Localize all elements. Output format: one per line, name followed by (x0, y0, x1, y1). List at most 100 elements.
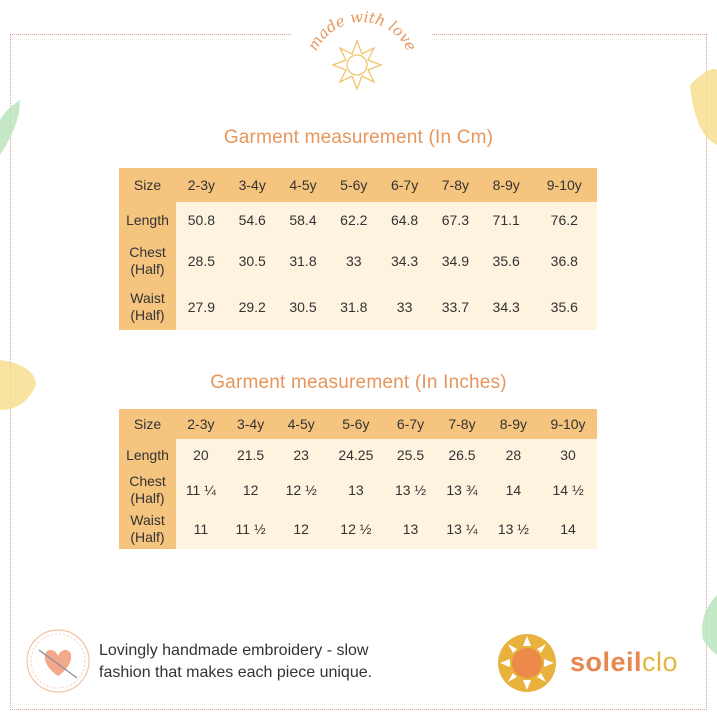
border-gap (292, 28, 432, 40)
table-cell: 13 ½ (487, 509, 540, 549)
table-cell: 54.6 (226, 202, 278, 238)
table-cell: 27.9 (176, 284, 227, 330)
table-row: Chest (Half) 28.5 30.5 31.8 33 34.3 34.9 … (119, 238, 597, 284)
table-cell: 31.8 (277, 238, 329, 284)
row-label-text: Waist (130, 512, 165, 528)
green-leaf-icon (0, 100, 20, 155)
table-cell: 12 ½ (275, 471, 327, 509)
header-cell: 2-3y (187, 416, 215, 432)
table-row: Length 50.8 54.6 58.4 62.2 64.8 67.3 71.… (119, 202, 597, 238)
table-cell: 13 (326, 471, 385, 509)
header-cell: 5-6y (342, 416, 370, 432)
cm-table-title: Garment measurement (In Cm) (223, 127, 494, 148)
tagline-line-2: fashion that makes each piece unique. (99, 664, 373, 681)
table-cell: 14 (487, 471, 540, 509)
table-cell: 26.5 (436, 439, 488, 471)
table-cell: 35.6 (480, 238, 532, 284)
table-cell: 14 ½ (539, 471, 597, 509)
table-header-row: Size 2-3y 3-4y 4-5y 5-6y 6-7y 7-8y 8-9y … (119, 409, 597, 439)
header-cell: 8-9y (492, 177, 520, 193)
table-cell: 13 ½ (384, 471, 437, 509)
header-cell: 2-3y (187, 177, 216, 193)
header-cell: 6-7y (396, 416, 425, 432)
embroidery-heart-icon (26, 629, 90, 693)
table-cell: 13 (384, 509, 437, 549)
table-cell: 11 ½ (225, 509, 276, 549)
badge-text: made with love (304, 8, 421, 54)
row-label-text: Chest (129, 473, 166, 489)
table-cell: 13 ¼ (436, 509, 488, 549)
table-cell: 58.4 (277, 202, 329, 238)
table-cell: 13 ¾ (436, 471, 488, 509)
header-cell: 4-5y (289, 177, 317, 193)
table-cell: 35.6 (531, 284, 597, 330)
tagline-line-1: Lovingly handmade embroidery - slow (99, 642, 369, 659)
table-header-row: Size 2-3y 3-4y 4-5y 5-6y 6-7y 7-8y 8-9y … (119, 168, 597, 202)
header-cell: 7-8y (441, 177, 469, 193)
table-row: Chest (Half) 11 ¼ 12 12 ½ 13 13 ½ 13 ¾ 14… (119, 471, 597, 509)
header-cell: 9-10y (546, 177, 582, 193)
header-cell: Size (133, 177, 162, 193)
table-cell: 12 (275, 509, 327, 549)
table-cell: 11 (176, 509, 226, 549)
row-label: Length (119, 439, 176, 471)
table-cell: 33 (379, 284, 430, 330)
row-label: Chest (Half) (119, 471, 176, 509)
row-label: Waist (Half) (119, 284, 176, 330)
table-cell: 33.7 (429, 284, 481, 330)
footer-tagline: Lovingly handmade embroidery - slow fash… (99, 640, 372, 684)
soleilclo-sun-logo-icon (498, 634, 556, 692)
inches-measurement-table: Size 2-3y 3-4y 4-5y 5-6y 6-7y 7-8y 8-9y … (119, 409, 597, 549)
table-cell: 23 (275, 439, 327, 471)
header-cell: 9-10y (550, 416, 586, 432)
row-label-text: Chest (129, 244, 166, 260)
table-cell: 71.1 (480, 202, 532, 238)
table-cell: 31.8 (328, 284, 380, 330)
header-cell: 7-8y (448, 416, 476, 432)
table-cell: 36.8 (531, 238, 597, 284)
table-cell: 67.3 (429, 202, 481, 238)
table-cell: 33 (328, 238, 380, 284)
table-cell: 30.5 (277, 284, 329, 330)
table-cell: 34.9 (429, 238, 481, 284)
cm-measurement-table: Size 2-3y 3-4y 4-5y 5-6y 6-7y 7-8y 8-9y … (119, 168, 597, 330)
header-cell: 3-4y (236, 416, 265, 432)
table-cell: 28 (487, 439, 540, 471)
header-cell: 3-4y (238, 177, 266, 193)
table-cell: 30 (539, 439, 597, 471)
table-row: Waist (Half) 27.9 29.2 30.5 31.8 33 33.7 … (119, 284, 597, 330)
table-cell: 76.2 (531, 202, 597, 238)
table-cell: 24.25 (326, 439, 385, 471)
table-cell: 21.5 (225, 439, 276, 471)
brand-name-part-1: soleil (570, 647, 643, 677)
made-with-love-badge: made with love (304, 8, 421, 91)
row-label-subtext: (Half) (130, 529, 165, 545)
header-cell: 8-9y (499, 416, 527, 432)
table-cell: 14 (539, 509, 597, 549)
table-row: Length 20 21.5 23 24.25 25.5 26.5 28 30 (119, 439, 597, 471)
table-cell: 30.5 (226, 238, 278, 284)
header-cell: Size (133, 416, 162, 432)
row-label-subtext: (Half) (130, 307, 165, 323)
table-row: Waist (Half) 11 11 ½ 12 12 ½ 13 13 ¼ 13 ½… (119, 509, 597, 549)
inches-table-title: Garment measurement (In Inches) (210, 372, 507, 393)
table-cell: 11 ¼ (176, 471, 226, 509)
row-label-text: Length (126, 446, 169, 463)
header-cell: 5-6y (340, 177, 368, 193)
header-cell: 6-7y (390, 177, 419, 193)
table-cell: 28.5 (176, 238, 227, 284)
green-leaf-icon (701, 595, 717, 655)
brand-name-part-2: clo (642, 647, 679, 677)
yellow-leaf-icon (0, 360, 36, 410)
table-cell: 34.3 (379, 238, 430, 284)
row-label-text: Length (126, 211, 169, 228)
row-label: Waist (Half) (119, 509, 176, 549)
table-cell: 34.3 (480, 284, 532, 330)
row-label-subtext: (Half) (130, 490, 165, 506)
table-cell: 12 ½ (326, 509, 385, 549)
brand-name: soleilclo (570, 647, 678, 678)
yellow-leaf-icon (690, 69, 717, 145)
table-cell: 64.8 (379, 202, 430, 238)
table-cell: 29.2 (226, 284, 278, 330)
row-label: Chest (Half) (119, 238, 176, 284)
